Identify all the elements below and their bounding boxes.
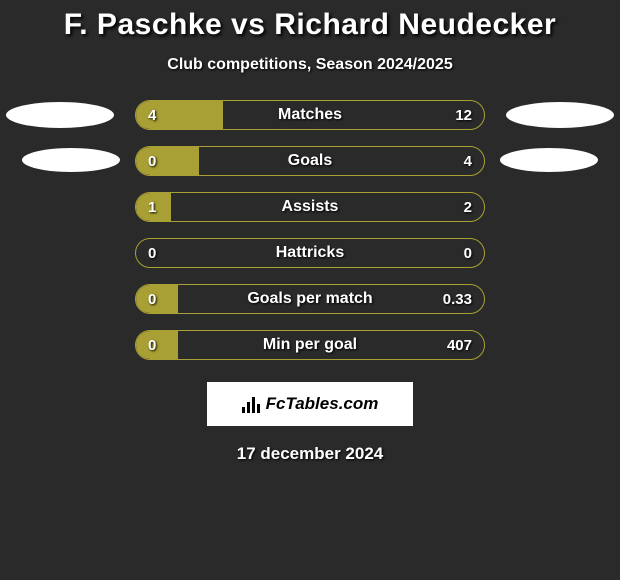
stat-label: Goals per match bbox=[136, 285, 484, 313]
stat-label: Matches bbox=[136, 101, 484, 129]
stat-label: Hattricks bbox=[136, 239, 484, 267]
stat-bar-track: 00.33Goals per match bbox=[135, 284, 485, 314]
player1-name: F. Paschke bbox=[64, 8, 222, 41]
stat-label: Min per goal bbox=[136, 331, 484, 359]
logo-text: FcTables.com bbox=[266, 394, 379, 414]
page-title: F. Paschke vs Richard Neudecker bbox=[0, 0, 620, 42]
stat-row: 0407Min per goal bbox=[0, 326, 620, 372]
stat-row: 00Hattricks bbox=[0, 234, 620, 280]
logo-bars-icon bbox=[242, 395, 260, 413]
stat-row: 12Assists bbox=[0, 188, 620, 234]
player-ellipse-left bbox=[6, 102, 114, 128]
stat-bar-track: 412Matches bbox=[135, 100, 485, 130]
stat-bar-track: 04Goals bbox=[135, 146, 485, 176]
player-ellipse-right bbox=[500, 148, 598, 172]
stat-row: 04Goals bbox=[0, 142, 620, 188]
subtitle: Club competitions, Season 2024/2025 bbox=[0, 56, 620, 74]
footer-date: 17 december 2024 bbox=[0, 444, 620, 464]
stats-area: 412Matches 04Goals 12Assists 00Hattricks 00.… bbox=[0, 96, 620, 372]
player-ellipse-right bbox=[506, 102, 614, 128]
footer-logo: FcTables.com bbox=[207, 382, 413, 426]
stat-label: Assists bbox=[136, 193, 484, 221]
player-ellipse-left bbox=[22, 148, 120, 172]
stat-bar-track: 00Hattricks bbox=[135, 238, 485, 268]
vs-text: vs bbox=[231, 8, 265, 41]
stat-label: Goals bbox=[136, 147, 484, 175]
stat-bar-track: 0407Min per goal bbox=[135, 330, 485, 360]
player2-name: Richard Neudecker bbox=[274, 8, 556, 41]
stat-row: 00.33Goals per match bbox=[0, 280, 620, 326]
stat-bar-track: 12Assists bbox=[135, 192, 485, 222]
stat-row: 412Matches bbox=[0, 96, 620, 142]
